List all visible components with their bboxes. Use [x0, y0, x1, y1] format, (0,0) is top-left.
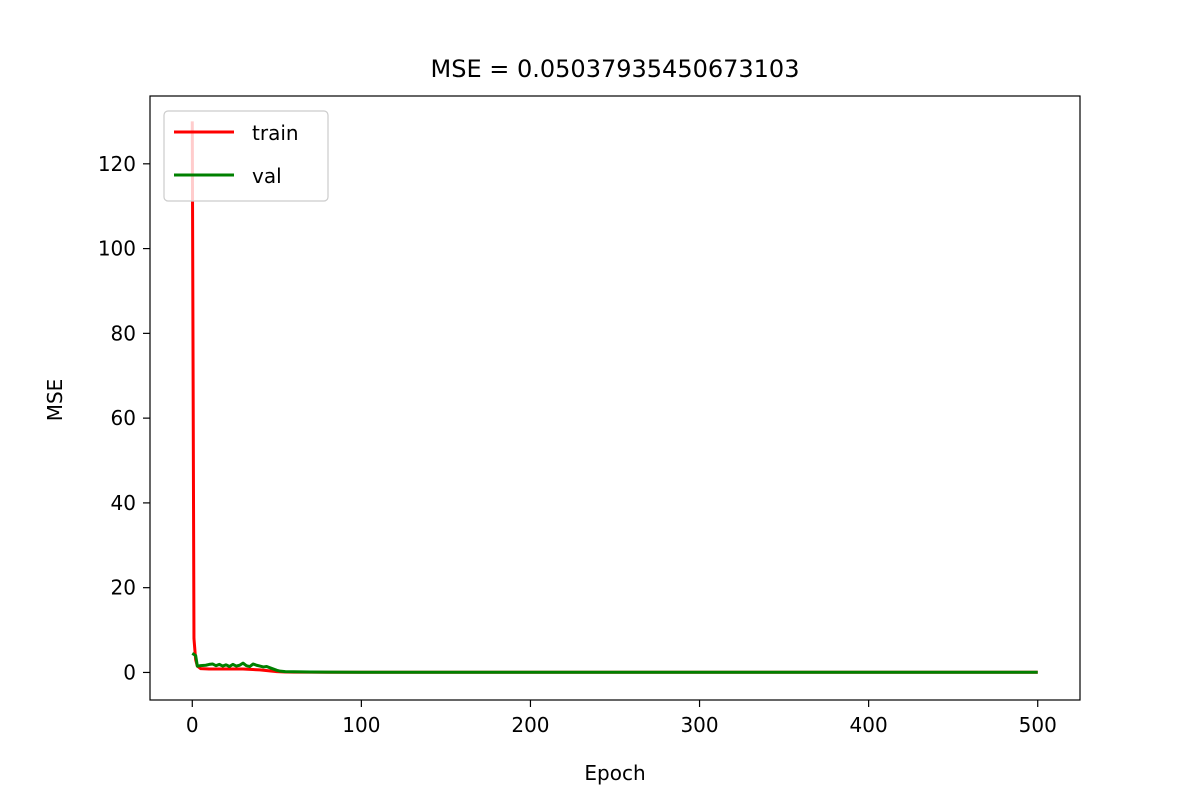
y-tick-label: 40: [111, 491, 136, 515]
y-tick-label: 0: [123, 660, 136, 684]
y-tick-label: 20: [111, 576, 136, 600]
legend-box: [163, 110, 329, 202]
x-axis-label: Epoch: [584, 761, 645, 785]
axes-frame: [149, 95, 1081, 701]
x-tick-label: 400: [850, 713, 888, 737]
x-tick-label: 200: [511, 713, 549, 737]
y-axis-ticks: 0 20 40 60 80 100 120: [98, 152, 150, 684]
y-axis-label: MSE: [43, 379, 67, 422]
x-tick-label: 500: [1019, 713, 1057, 737]
legend: train val: [163, 110, 329, 202]
x-axis-ticks: 0 100 200 300 400 500: [186, 700, 1057, 737]
y-tick-label: 60: [111, 406, 136, 430]
y-tick-label: 120: [98, 152, 136, 176]
y-tick-label: 100: [98, 237, 136, 261]
legend-label-train: train: [252, 121, 299, 145]
series-lines: [190, 121, 1038, 674]
x-tick-label: 300: [680, 713, 718, 737]
chart-title: MSE = 0.05037935450673103: [431, 55, 800, 83]
x-tick-label: 100: [342, 713, 380, 737]
series-line-val: [191, 652, 1038, 674]
y-tick-label: 80: [111, 321, 136, 345]
legend-label-val: val: [252, 164, 282, 188]
x-tick-label: 0: [186, 713, 199, 737]
